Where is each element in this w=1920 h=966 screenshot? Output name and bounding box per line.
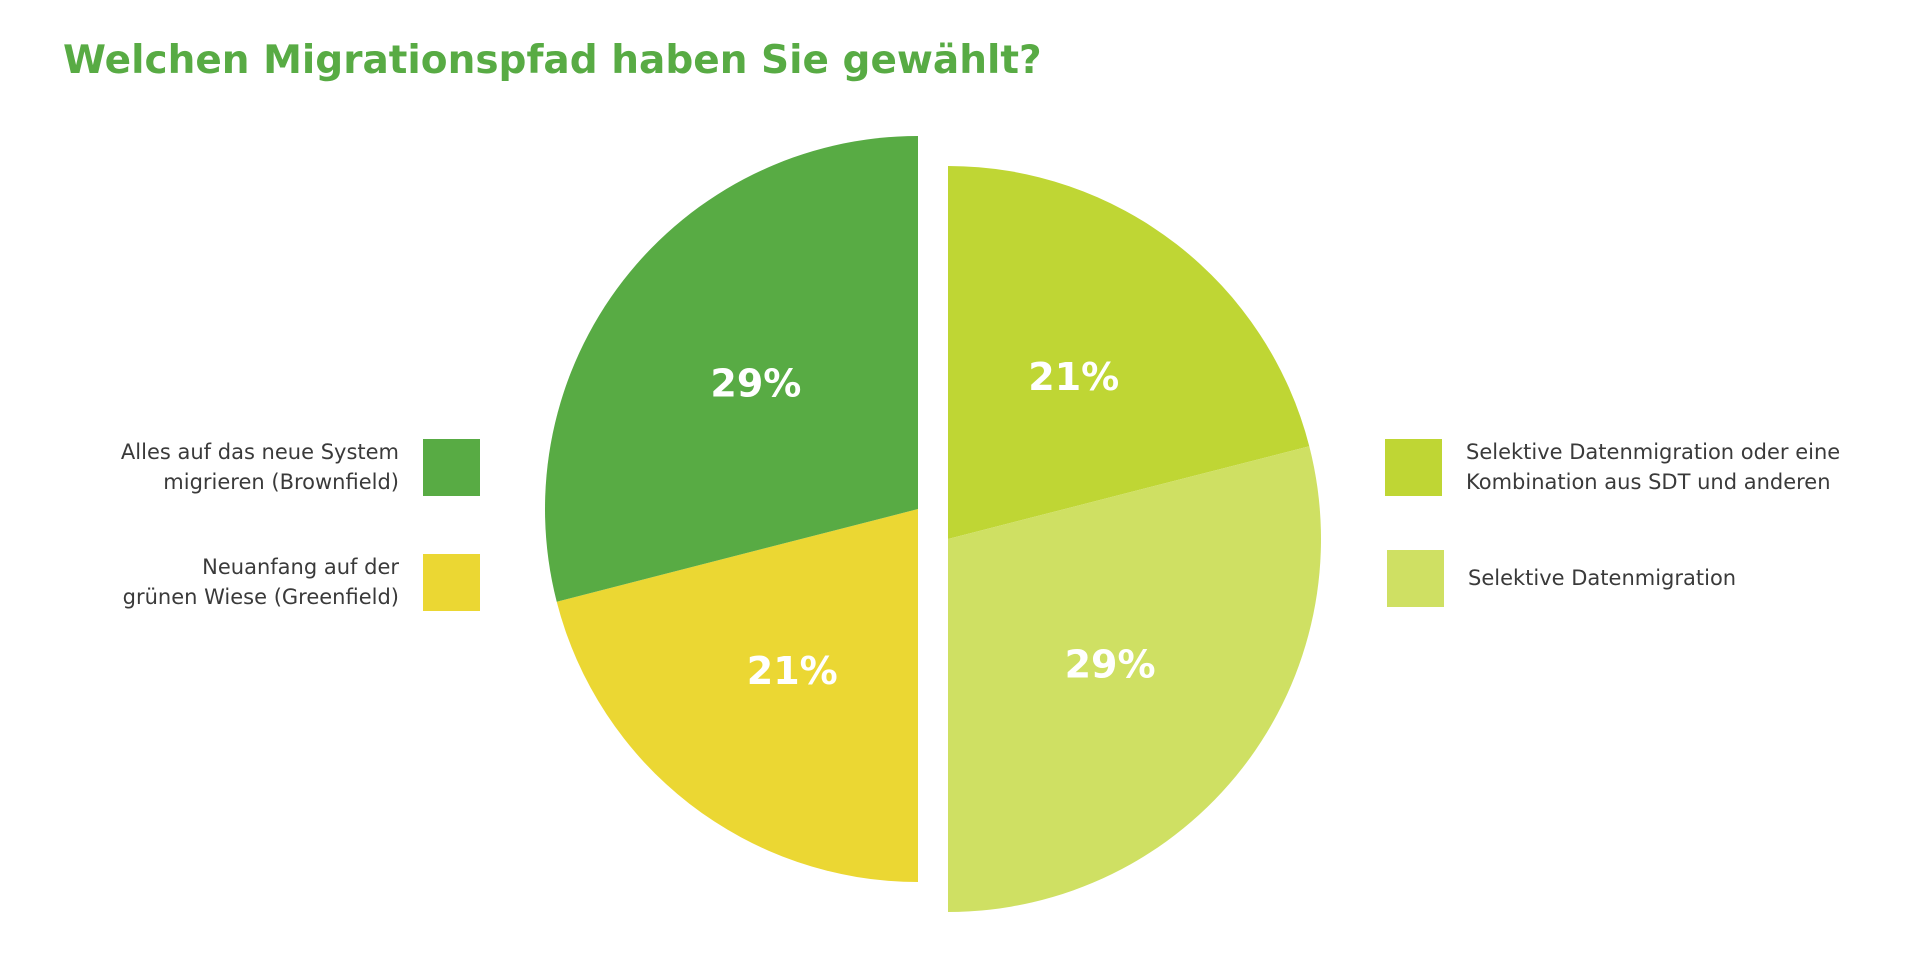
legend-swatch-selective-migration (1387, 549, 1444, 607)
legend-item-sdt-combination: Selektive Datenmigration oder eine Kombi… (1385, 437, 1840, 497)
legend-swatch-greenfield (423, 553, 480, 611)
slice-value-label-greenfield: 21% (747, 649, 838, 693)
legend-label-selective-migration: Selektive Datenmigration (1468, 566, 1737, 590)
slice-value-label-sdt-combination: 21% (1028, 355, 1119, 399)
slice-value-label-selective-migration: 29% (1065, 643, 1156, 687)
pie-slice-greenfield (556, 509, 918, 882)
pie-slice-sdt-combination (948, 166, 1310, 539)
legend-item-greenfield: Neuanfang auf der grünen Wiese (Greenfie… (123, 552, 480, 612)
pie-slice-brownfield (545, 136, 918, 602)
legend-swatch-brownfield (423, 438, 480, 496)
legend-item-brownfield: Alles auf das neue System migrieren (Bro… (121, 437, 480, 497)
pie-slice-selective-migration (948, 446, 1321, 912)
legend-label-brownfield: Alles auf das neue System migrieren (Bro… (120, 440, 399, 494)
legend-item-selective-migration: Selektive Datenmigration (1387, 548, 1736, 608)
legend-label-greenfield: Neuanfang auf der grünen Wiese (Greenfie… (122, 555, 399, 609)
legend-swatch-sdt-combination (1385, 438, 1442, 496)
slice-value-label-brownfield: 29% (710, 361, 801, 405)
chart-title: Welchen Migrationspfad haben Sie gewählt… (63, 38, 1042, 83)
legend-label-sdt-combination: Selektive Datenmigration oder eine Kombi… (1466, 440, 1841, 494)
